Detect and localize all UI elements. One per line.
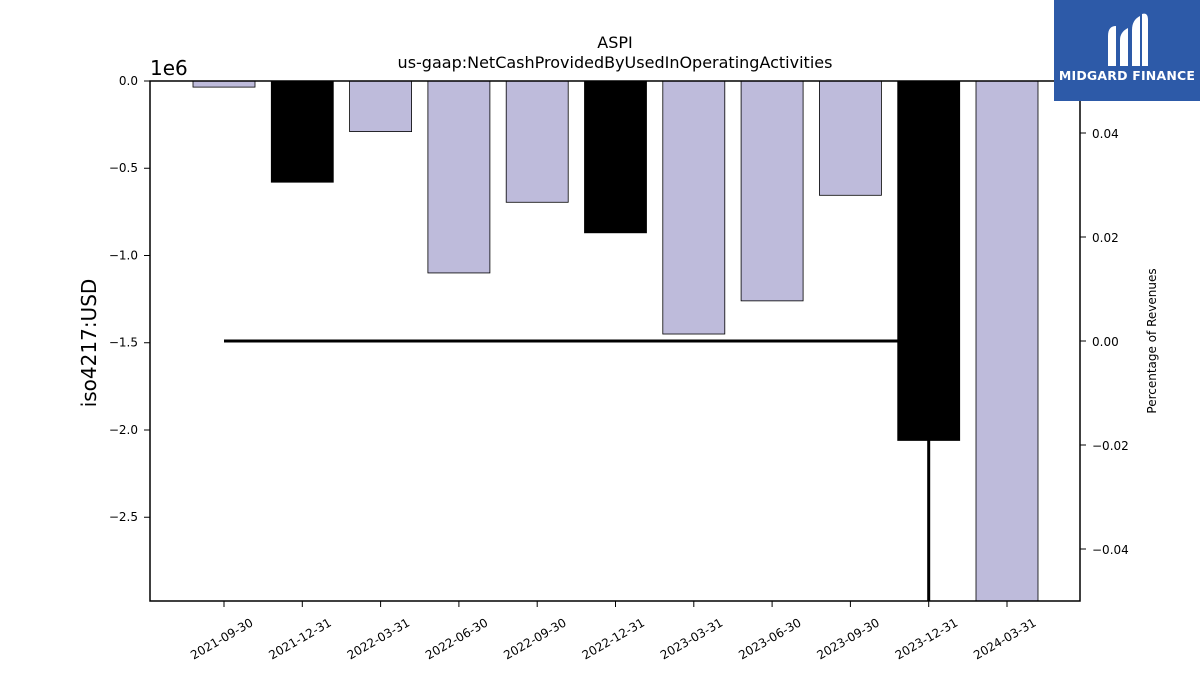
bar-2024-03-31 bbox=[975, 80, 1039, 602]
bar-2023-03-31 bbox=[662, 80, 726, 335]
bar-2021-09-30 bbox=[192, 80, 256, 88]
left-axis-ticks: 0.0 −0.5 −1.0 −1.5 −2.0 −2.5 bbox=[109, 74, 150, 524]
percentage-line-group bbox=[224, 339, 931, 601]
y-axis-label: iso4217:USD bbox=[77, 279, 101, 408]
right-tick-label: 0.02 bbox=[1092, 231, 1119, 245]
right-tick-label: −0.02 bbox=[1092, 439, 1129, 453]
midgard-m-logo-icon bbox=[1108, 13, 1148, 67]
x-tick-label: 2022-03-31 bbox=[345, 615, 412, 662]
right-axis-ticks: 0.04 0.02 0.00 −0.02 −0.04 bbox=[1080, 127, 1129, 557]
bar-2021-12-31 bbox=[270, 80, 334, 183]
bars-group bbox=[192, 80, 1039, 602]
right-tick-label: −0.04 bbox=[1092, 543, 1129, 557]
left-tick-label: −1.5 bbox=[109, 336, 138, 350]
x-tick-label: 2022-09-30 bbox=[501, 615, 568, 662]
midgard-finance-logo: MIDGARD FINANCE bbox=[1054, 0, 1200, 101]
percentage-of-revenues-line bbox=[224, 339, 931, 601]
bar-2022-06-30 bbox=[427, 80, 491, 274]
left-tick-label: −2.0 bbox=[109, 423, 138, 437]
x-tick-label: 2023-09-30 bbox=[814, 615, 881, 662]
x-tick-label: 2023-12-31 bbox=[893, 615, 960, 662]
bar-2023-09-30 bbox=[819, 80, 882, 196]
left-tick-label: 0.0 bbox=[119, 74, 138, 88]
chart-title: ASPI bbox=[597, 33, 632, 52]
bar-2022-03-31 bbox=[349, 80, 413, 133]
x-tick-label: 2024-03-31 bbox=[971, 615, 1038, 662]
y-axis-offset-label: 1e6 bbox=[150, 56, 188, 80]
right-tick-label: 0.04 bbox=[1092, 127, 1119, 141]
right-axis-label: Percentage of Revenues bbox=[1145, 268, 1159, 413]
logo-text: MIDGARD FINANCE bbox=[1058, 68, 1196, 83]
bar-2022-09-30 bbox=[505, 80, 569, 203]
bar-2023-06-30 bbox=[740, 80, 804, 302]
x-tick-label: 2023-06-30 bbox=[736, 615, 803, 662]
bar-2022-12-31 bbox=[584, 80, 647, 234]
x-tick-label: 2021-12-31 bbox=[266, 615, 333, 662]
left-tick-label: −1.0 bbox=[109, 248, 138, 262]
x-tick-label: 2022-06-30 bbox=[423, 615, 490, 662]
chart-subtitle: us-gaap:NetCashProvidedByUsedInOperating… bbox=[398, 53, 833, 72]
x-tick-label: 2021-09-30 bbox=[188, 615, 255, 662]
x-tick-label: 2023-03-31 bbox=[658, 615, 725, 662]
left-tick-label: −2.5 bbox=[109, 510, 138, 524]
left-tick-label: −0.5 bbox=[109, 161, 138, 175]
x-axis-ticks: 2021-09-30 2021-12-31 2022-03-31 2022-06-30… bbox=[188, 601, 1039, 662]
x-tick-label: 2022-12-31 bbox=[580, 615, 647, 662]
right-tick-label: 0.00 bbox=[1092, 335, 1119, 349]
